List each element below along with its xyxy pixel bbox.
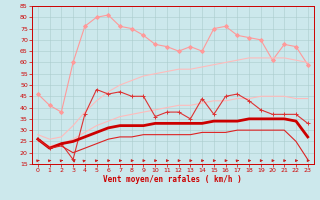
X-axis label: Vent moyen/en rafales ( km/h ): Vent moyen/en rafales ( km/h ) xyxy=(103,175,242,184)
